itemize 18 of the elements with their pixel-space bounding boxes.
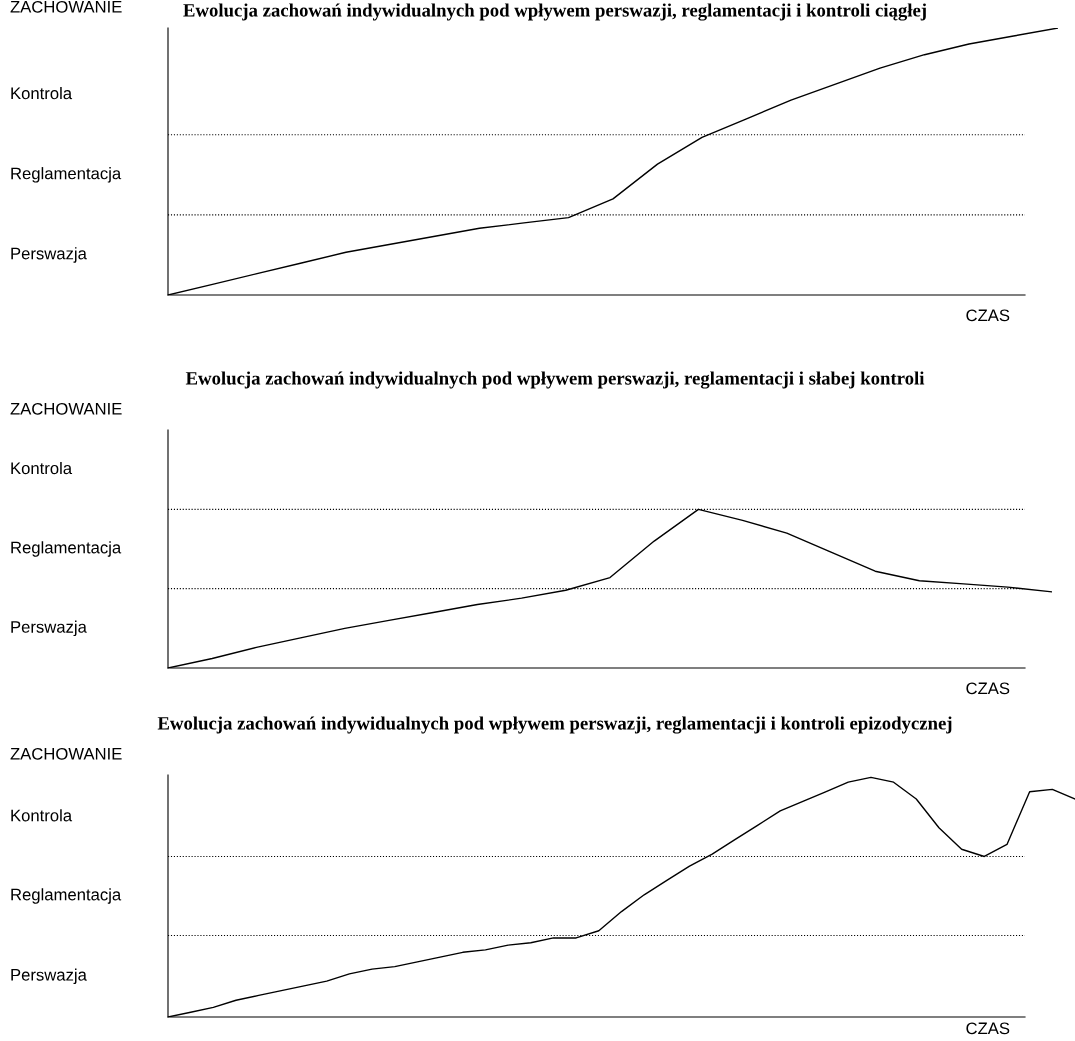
text: Reglamentacja	[11, 888, 122, 904]
text: Perswazja	[11, 620, 87, 637]
text: Reglamentacja	[11, 541, 122, 557]
text: Perswazja	[11, 247, 87, 263]
y-axis-title: ZACHOWANIE	[10, 402, 122, 415]
x-axis-title: CZAS	[966, 309, 1010, 322]
text: Kontrola	[11, 86, 73, 100]
text: Kontrola	[11, 809, 73, 822]
y-axis-title: ZACHOWANIE	[10, 0, 122, 13]
text: Perswazja	[11, 968, 87, 985]
chart-title: Ewolucja zachowań indywidualnych pod wpływem perswazji, reglamentacji i kontroli ciągłej	[183, 3, 926, 21]
y-axis-title: ZACHOWANIE	[10, 747, 122, 760]
text: Reglamentacja	[11, 167, 122, 183]
chart-title: Ewolucja zachowań indywidualnych pod wpływem perswazji, reglamentacji i słabej kontroli	[185, 371, 925, 389]
chart-title: Ewolucja zachowań indywidualnych pod wpływem perswazji, reglamentacji i kontroli epizodycznej	[157, 716, 952, 734]
x-axis-title: CZAS	[966, 1022, 1010, 1035]
text: Kontrola	[11, 461, 73, 475]
x-axis-title: CZAS	[966, 682, 1010, 695]
